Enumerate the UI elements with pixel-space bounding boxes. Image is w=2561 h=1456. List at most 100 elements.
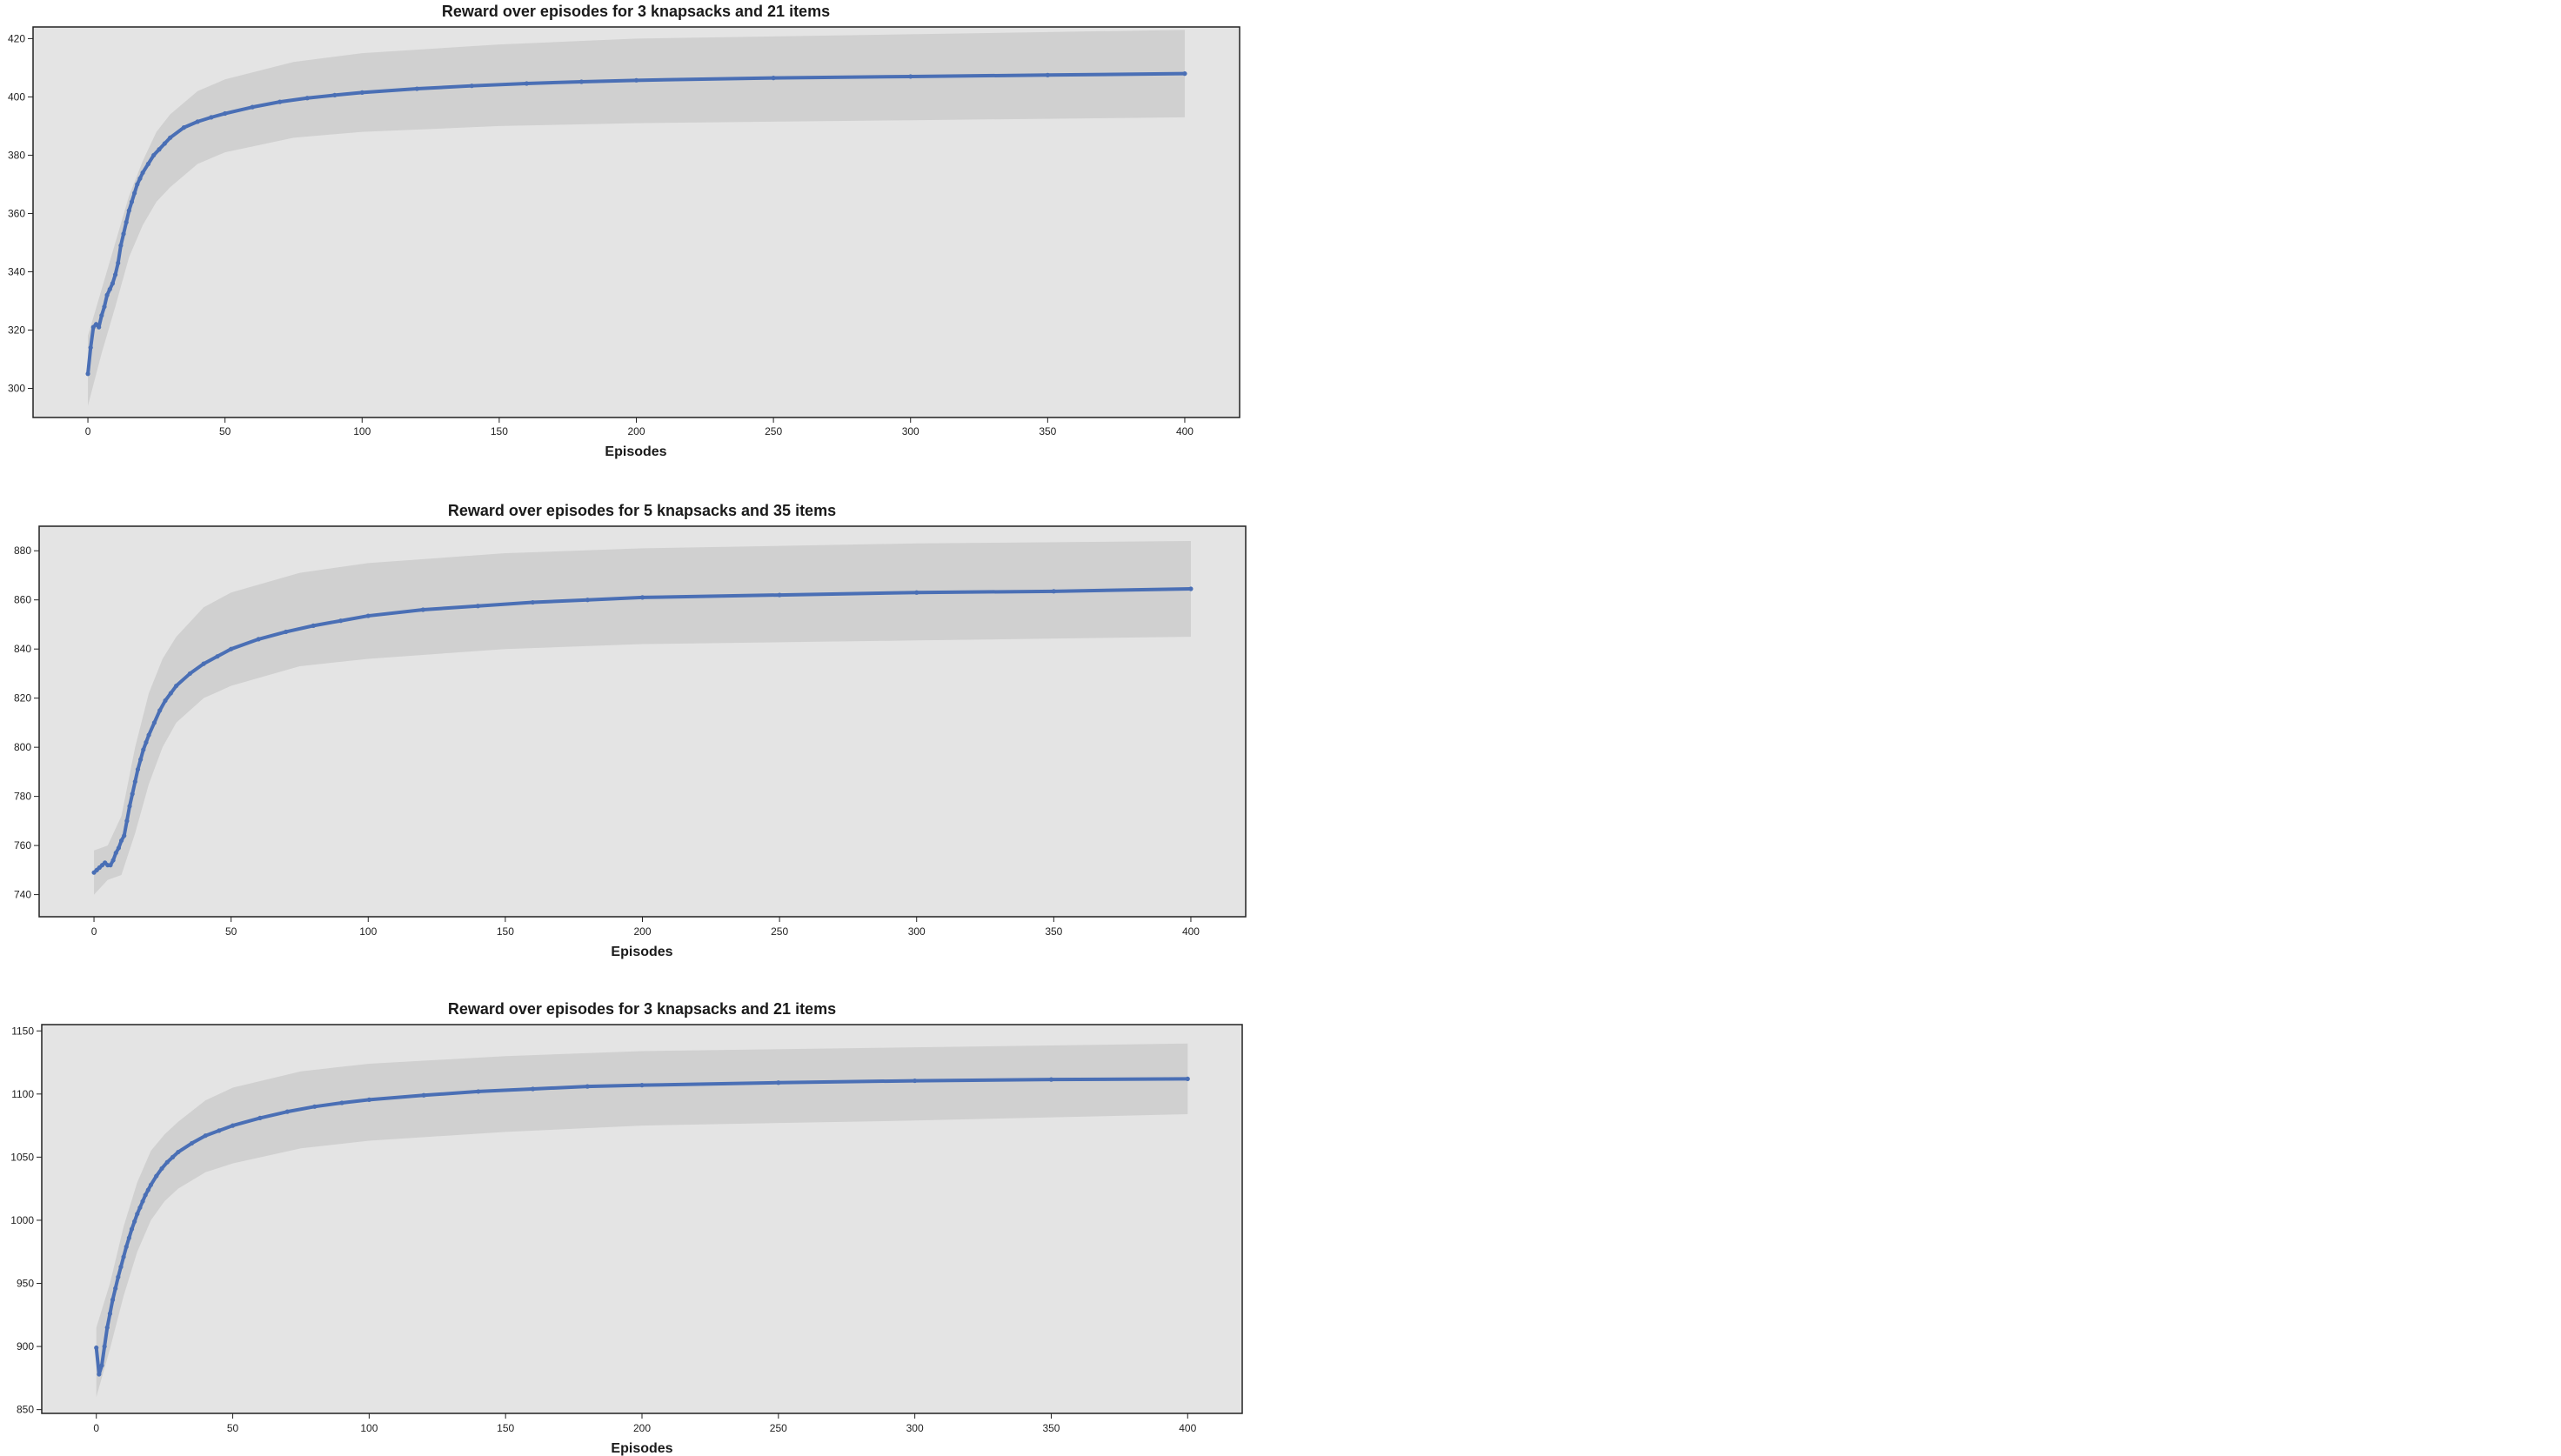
chart-1-point: [469, 83, 474, 89]
chart-2-y-tick-label: 800: [14, 741, 31, 753]
chart-1-x-tick-label: 300: [902, 425, 919, 437]
chart-2-x-tick-label: 350: [1045, 925, 1062, 938]
chart-3-y-ticks: 850 900 950 1000 1050 1100 1150: [10, 1025, 42, 1416]
chart-2-x-tick-label: 200: [633, 925, 651, 938]
chart-2-point: [365, 613, 371, 618]
chart-3-point: [140, 1199, 145, 1204]
chart-2-y-tick-label: 880: [14, 544, 31, 557]
chart-1-title: Reward over episodes for 3 knapsacks and…: [442, 3, 830, 20]
chart-2-y-ticks: 740 760 780 800 820 840 860 880: [14, 544, 39, 901]
chart-1-point: [168, 135, 173, 140]
chart-1-point: [118, 243, 124, 248]
chart-2-point: [256, 637, 261, 642]
chart-2-point: [151, 720, 157, 725]
chart-1-point: [107, 286, 112, 292]
chart-3-point: [132, 1219, 137, 1224]
chart-1-point: [633, 77, 639, 83]
chart-1-point: [137, 176, 143, 181]
chart-1-point: [277, 99, 283, 104]
chart-2-point: [110, 858, 116, 863]
chart-3-y-tick-label: 1150: [11, 1025, 34, 1037]
chart-3-point: [1185, 1076, 1190, 1082]
chart-1-confidence-band: [88, 30, 1185, 406]
chart-3-point: [121, 1254, 126, 1259]
chart-2-x-ticks: 0 50 100 150 200 250 300 350 400: [91, 917, 1200, 938]
chart-3-point: [217, 1128, 222, 1133]
chart-3-point: [126, 1235, 131, 1240]
chart-1-x-tick-label: 200: [627, 425, 645, 437]
chart-2-point: [1051, 589, 1056, 594]
chart-3-x-tick-label: 350: [1042, 1422, 1060, 1434]
chart-2-point: [530, 599, 536, 605]
chart-2-point: [201, 661, 206, 666]
chart-3-point: [257, 1115, 263, 1120]
chart-1-point: [88, 344, 93, 351]
chart-2-point: [229, 646, 234, 651]
chart-1-point: [140, 170, 145, 176]
chart-3-point: [312, 1104, 318, 1109]
chart-1-x-ticks: 0 50 100 150 200 250 300 350 400: [85, 417, 1194, 437]
chart-3-confidence-band: [96, 1043, 1188, 1398]
chart-2-point: [174, 683, 179, 689]
chart-2-x-tick-label: 300: [908, 925, 926, 938]
chart-3-point: [203, 1133, 208, 1139]
chart-1-point: [578, 79, 585, 84]
chart-3-point: [99, 1363, 104, 1368]
chart-1-point: [124, 219, 129, 225]
chart-1-y-tick-label: 300: [8, 382, 25, 394]
chart-1-x-tick-label: 350: [1039, 425, 1056, 437]
chart-3-point: [124, 1244, 129, 1250]
chart-3-point: [135, 1212, 140, 1217]
chart-3-title: Reward over episodes for 3 knapsacks and…: [448, 1000, 836, 1018]
chart-2-point: [585, 598, 591, 603]
chart-1-point: [132, 190, 137, 196]
chart-3-point: [189, 1140, 195, 1146]
chart-3-point: [110, 1297, 116, 1302]
chart-2-y-tick-label: 780: [14, 791, 31, 803]
chart-3-point: [97, 1372, 102, 1377]
chart-2-y-tick-label: 820: [14, 692, 31, 705]
chart-3-y-tick-label: 850: [17, 1404, 34, 1416]
chart-3-point: [1048, 1077, 1054, 1082]
chart-3-point: [148, 1182, 154, 1187]
chart-2-point: [135, 766, 141, 772]
chart-3-band-area: [96, 1043, 1188, 1398]
chart-1-point: [135, 182, 140, 187]
chart-3-x-tick-label: 400: [1179, 1422, 1196, 1434]
chart-1-point: [359, 90, 364, 95]
chart-3-y-tick-label: 950: [17, 1278, 34, 1290]
chart-2-y-tick-label: 840: [14, 643, 31, 655]
chart-1-point: [524, 81, 530, 86]
chart-2-point: [420, 607, 425, 612]
chart-3-point: [143, 1192, 148, 1198]
chart-2-x-tick-label: 150: [497, 925, 514, 938]
chart-3-y-tick-label: 1000: [10, 1214, 34, 1226]
chart-2-x-tick-label: 400: [1182, 925, 1200, 938]
chart-2-point: [284, 629, 289, 635]
chart-2-point: [116, 845, 122, 851]
chart-1-point: [129, 199, 135, 204]
chart-1-y-ticks: 300 320 340 360 380 400 420: [8, 32, 33, 394]
chart-3-point: [176, 1149, 181, 1155]
chart-2-point: [108, 863, 113, 868]
chart-2-x-tick-label: 250: [771, 925, 788, 938]
chart-2-point: [124, 818, 130, 824]
chart-1-y-tick-label: 380: [8, 149, 25, 161]
chart-3-point: [366, 1097, 371, 1102]
chart-1-point: [145, 161, 150, 167]
chart-1-point: [195, 119, 200, 124]
chart-3-x-tick-label: 200: [633, 1422, 651, 1434]
chart-2-point: [914, 590, 919, 595]
chart-2-point: [338, 618, 344, 624]
chart-2-point: [639, 595, 645, 600]
chart-2-point: [777, 592, 782, 598]
chart-3-x-axis-label: Episodes: [611, 1441, 672, 1456]
chart-1-point: [908, 74, 913, 79]
chart-3-point: [107, 1311, 113, 1316]
chart-1-series: [85, 71, 1187, 377]
chart-1-point: [85, 371, 90, 377]
chart-2-point: [132, 779, 137, 785]
chart-2-point: [146, 732, 151, 738]
chart-3-x-ticks: 0 50 100 150 200 250 300 350 400: [93, 1413, 1197, 1434]
chart-3-point: [284, 1109, 290, 1114]
